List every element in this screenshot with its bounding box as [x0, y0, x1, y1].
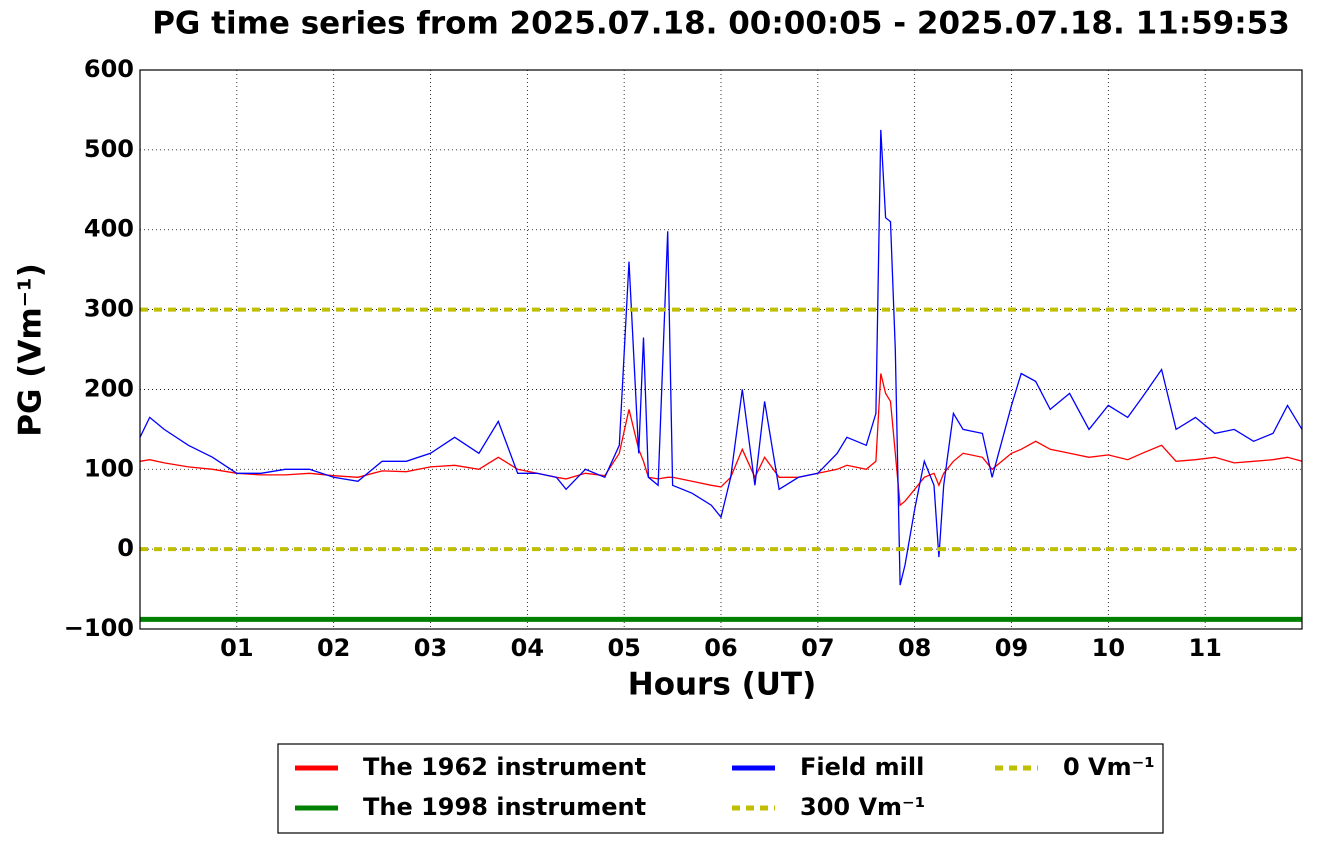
legend-label: The 1962 instrument	[363, 753, 646, 781]
y-tick-label: 200	[84, 374, 134, 402]
legend-box	[277, 743, 1164, 834]
legend-label: Field mill	[800, 753, 924, 781]
series-line	[139, 373, 1303, 507]
legend-label: 0 Vm⁻¹	[1063, 753, 1155, 781]
x-axis-label: Hours (UT)	[628, 667, 817, 703]
y-axis-label: PG (Vm⁻¹)	[13, 263, 49, 437]
x-tick-label: 08	[898, 634, 931, 662]
x-tick-label: 10	[1092, 634, 1125, 662]
x-tick-label: 11	[1188, 634, 1221, 662]
y-tick-label: −100	[64, 614, 134, 642]
x-tick-label: 09	[995, 634, 1028, 662]
x-tick-label: 04	[511, 634, 544, 662]
legend-label: 300 Vm⁻¹	[800, 793, 925, 821]
plot-frame	[139, 69, 1303, 630]
x-tick-label: 05	[607, 634, 640, 662]
legend-label: The 1998 instrument	[363, 793, 646, 821]
y-tick-label: 100	[84, 454, 134, 482]
y-tick-label: 300	[84, 295, 134, 323]
y-tick-label: 0	[117, 534, 134, 562]
y-tick-label: 400	[84, 215, 134, 243]
x-tick-label: 01	[220, 634, 253, 662]
y-tick-label: 600	[84, 55, 134, 83]
y-tick-label: 500	[84, 135, 134, 163]
chart-title: PG time series from 2025.07.18. 00:00:05…	[152, 6, 1290, 42]
x-tick-label: 03	[414, 634, 447, 662]
x-tick-label: 07	[801, 634, 834, 662]
x-tick-label: 02	[317, 634, 350, 662]
x-tick-label: 06	[704, 634, 737, 662]
series-line	[139, 129, 1303, 586]
